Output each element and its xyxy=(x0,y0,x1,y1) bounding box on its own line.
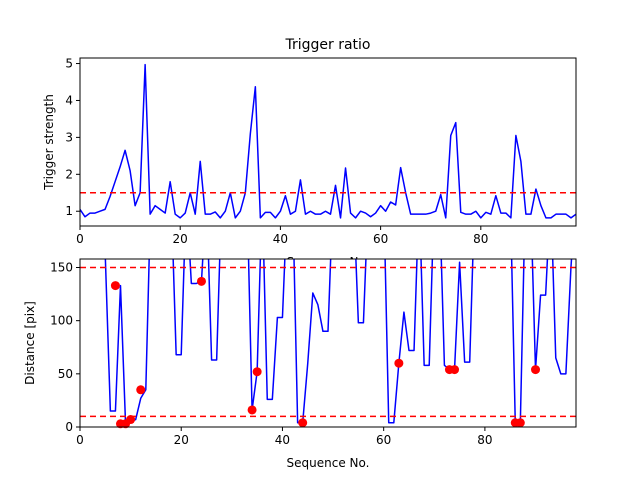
bottom-ticks: 0 20 40 60 80 0 50 100 150 xyxy=(50,261,492,447)
y-tick-label: 100 xyxy=(50,314,73,328)
bottom-axes-background xyxy=(80,259,576,427)
data-point xyxy=(196,276,206,286)
bottom-markers xyxy=(110,276,541,429)
x-tick-label: 40 xyxy=(275,433,290,447)
data-point xyxy=(450,365,460,375)
bottom-plot-area xyxy=(80,259,576,425)
y-tick-label: 4 xyxy=(65,93,73,107)
data-point xyxy=(110,281,120,291)
y-tick-label: 2 xyxy=(65,167,73,181)
x-tick-label: 20 xyxy=(174,433,189,447)
series-line xyxy=(80,63,576,219)
y-axis-label: Trigger strength xyxy=(42,94,56,191)
top-axes-frame xyxy=(79,57,577,227)
y-tick-label: 50 xyxy=(58,367,73,381)
series-line xyxy=(104,259,573,425)
bottom-axes-frame xyxy=(79,258,577,428)
y-axis-label: Distance [pix] xyxy=(23,301,37,385)
x-tick-label: 0 xyxy=(76,433,84,447)
data-point xyxy=(126,415,136,425)
y-tick-label: 1 xyxy=(65,204,73,218)
x-tick-label: 60 xyxy=(376,433,391,447)
data-point xyxy=(136,385,146,395)
y-tick-label: 5 xyxy=(65,57,73,71)
x-tick-label: 80 xyxy=(473,232,488,246)
top-ticks: 0 20 40 60 80 1 2 3 4 5 xyxy=(65,57,488,246)
x-tick-label: 40 xyxy=(273,232,288,246)
data-point xyxy=(298,418,308,428)
x-axis-label: Sequence No. xyxy=(287,456,370,470)
y-tick-label: 0 xyxy=(65,420,73,434)
x-tick-label: 20 xyxy=(173,232,188,246)
y-tick-label: 150 xyxy=(50,261,73,275)
y-tick-label: 3 xyxy=(65,130,73,144)
data-point xyxy=(247,405,257,415)
chart-title: Trigger ratio xyxy=(284,37,370,53)
x-tick-label: 60 xyxy=(373,232,388,246)
data-point xyxy=(394,358,404,368)
x-tick-label: 80 xyxy=(477,433,492,447)
data-point xyxy=(252,367,262,377)
data-point xyxy=(531,365,541,375)
bottom-subplot: Distance [pix] 0 20 40 60 80 0 50 100 150 Sequen… xyxy=(23,258,577,470)
top-plot-area xyxy=(80,63,576,219)
x-tick-label: 0 xyxy=(76,232,84,246)
data-point xyxy=(515,418,525,428)
